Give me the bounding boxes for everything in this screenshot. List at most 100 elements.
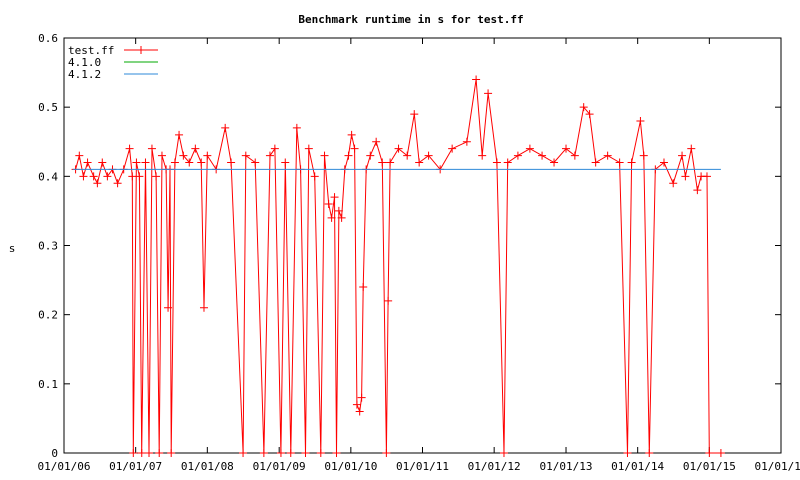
data-point (259, 449, 268, 457)
data-point (337, 213, 346, 222)
data-point (579, 103, 588, 112)
data-point (716, 449, 725, 457)
data-point (636, 117, 645, 125)
data-point (332, 449, 341, 457)
data-point (241, 151, 250, 160)
data-point (270, 144, 279, 153)
data-point (499, 449, 508, 457)
data-point (415, 158, 424, 167)
data-point (227, 158, 236, 167)
data-point (550, 158, 559, 167)
data-point (286, 449, 295, 457)
data-point (472, 75, 481, 84)
data-point (239, 449, 248, 457)
data-point (627, 158, 636, 167)
data-point (570, 151, 579, 160)
data-point (251, 158, 260, 167)
data-point (359, 283, 368, 291)
data-point (394, 144, 403, 153)
legend-marker (137, 46, 145, 54)
x-tick-label: 01/01/08 (181, 460, 234, 473)
data-point (669, 179, 678, 188)
data-point (103, 172, 112, 181)
data-point (623, 449, 632, 457)
data-point (448, 144, 457, 153)
data-point (334, 206, 343, 215)
data-point (344, 151, 353, 160)
data-point (132, 158, 141, 167)
data-point (93, 179, 102, 188)
data-point (167, 449, 176, 457)
data-point (705, 449, 714, 457)
data-point (79, 172, 88, 181)
data-point (147, 144, 156, 153)
data-point (330, 193, 339, 202)
data-point (350, 144, 359, 153)
y-tick-label: 0.2 (38, 309, 58, 322)
data-point (478, 151, 487, 160)
data-point (179, 151, 188, 160)
legend: test.ff4.1.04.1.2 (68, 44, 158, 81)
x-tick-label: 01/01/16 (755, 460, 800, 473)
series-line (75, 79, 721, 454)
data-point (525, 144, 534, 153)
x-tick-label: 01/01/15 (683, 460, 736, 473)
data-point (603, 151, 612, 160)
series-layer (71, 75, 725, 457)
y-axis-label: s (9, 242, 16, 255)
data-point (304, 144, 313, 153)
data-point (75, 151, 84, 160)
data-point (484, 89, 493, 98)
data-point (591, 158, 600, 167)
data-point (129, 449, 138, 457)
series-test-ff (71, 75, 725, 457)
data-point (382, 449, 391, 457)
data-point (372, 137, 381, 146)
data-point (310, 172, 319, 181)
y-tick-label: 0 (51, 447, 58, 460)
x-tick-label: 01/01/11 (396, 460, 449, 473)
y-tick-label: 0.1 (38, 378, 58, 391)
data-point (164, 303, 173, 312)
data-point (538, 151, 547, 160)
data-point (384, 296, 393, 305)
data-point (462, 137, 471, 146)
chart-title: Benchmark runtime in s for test.ff (298, 13, 523, 26)
legend-label: test.ff (68, 44, 114, 57)
y-ticks: 0 0.1 0.2 0.3 0.4 0.5 0.6 (38, 32, 781, 460)
y-tick-label: 0.3 (38, 240, 58, 253)
data-point (615, 158, 624, 167)
data-point (157, 151, 166, 160)
data-point (352, 400, 361, 409)
data-point (301, 449, 310, 457)
legend-label: 4.1.2 (68, 68, 101, 81)
data-point (203, 151, 212, 160)
y-tick-label: 0.4 (38, 170, 58, 183)
x-tick-label: 01/01/06 (38, 460, 91, 473)
data-point (316, 449, 325, 457)
data-point (137, 449, 146, 457)
x-tick-label: 01/01/12 (468, 460, 521, 473)
data-point (513, 151, 522, 160)
data-point (145, 449, 154, 457)
data-point (355, 407, 364, 416)
data-point (324, 200, 333, 208)
data-point (281, 158, 290, 167)
data-point (503, 158, 512, 167)
data-point (693, 186, 702, 195)
data-point (378, 158, 387, 167)
data-point (113, 179, 122, 188)
y-tick-label: 0.6 (38, 32, 58, 45)
data-point (170, 158, 179, 167)
legend-label: 4.1.0 (68, 56, 101, 69)
data-point (492, 158, 501, 167)
x-tick-label: 01/01/14 (611, 460, 664, 473)
x-tick-label: 01/01/13 (540, 460, 593, 473)
data-point (386, 158, 395, 167)
y-tick-label: 0.5 (38, 101, 58, 114)
data-point (410, 110, 419, 119)
data-point (135, 172, 144, 181)
data-point (141, 158, 150, 167)
data-point (175, 130, 184, 139)
